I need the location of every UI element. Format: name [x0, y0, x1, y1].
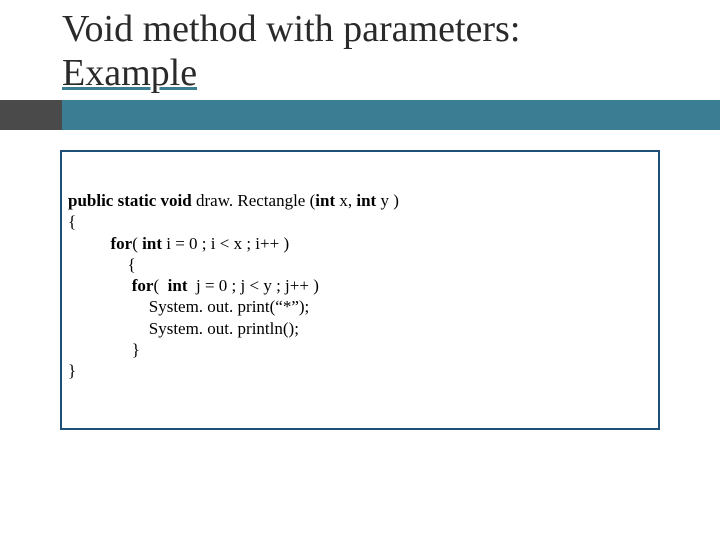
- code-text: {: [68, 255, 136, 274]
- code-text: (: [153, 276, 167, 295]
- code-text: j = 0 ; j < y ; j++ ): [187, 276, 318, 295]
- kw-int: int: [356, 191, 376, 210]
- slide-title: Void method with parameters: Example: [62, 8, 662, 95]
- code-box: public static void draw. Rectangle (int …: [60, 150, 660, 430]
- code-content: public static void draw. Rectangle (int …: [68, 190, 652, 381]
- kw-int: int: [315, 191, 335, 210]
- code-text: (: [132, 234, 142, 253]
- code-text: {: [68, 212, 76, 231]
- code-text: }: [68, 361, 76, 380]
- code-indent: [68, 234, 111, 253]
- kw-int: int: [168, 276, 188, 295]
- code-text: System. out. print(“*”);: [68, 297, 309, 316]
- title-line-2: Example: [62, 52, 662, 96]
- code-indent: [68, 276, 132, 295]
- kw-int: int: [142, 234, 162, 253]
- title-rule: [0, 100, 720, 130]
- code-text: draw. Rectangle (: [192, 191, 316, 210]
- rule-dark-segment: [0, 100, 62, 130]
- kw-for: for: [111, 234, 133, 253]
- kw-public-static-void: public static void: [68, 191, 192, 210]
- code-text: System. out. println();: [68, 319, 299, 338]
- title-line-1: Void method with parameters:: [62, 8, 662, 52]
- rule-teal-segment: [62, 100, 720, 130]
- code-text: x,: [335, 191, 356, 210]
- code-text: }: [68, 340, 140, 359]
- code-text: i = 0 ; i < x ; i++ ): [162, 234, 289, 253]
- kw-for: for: [132, 276, 154, 295]
- code-text: y ): [376, 191, 399, 210]
